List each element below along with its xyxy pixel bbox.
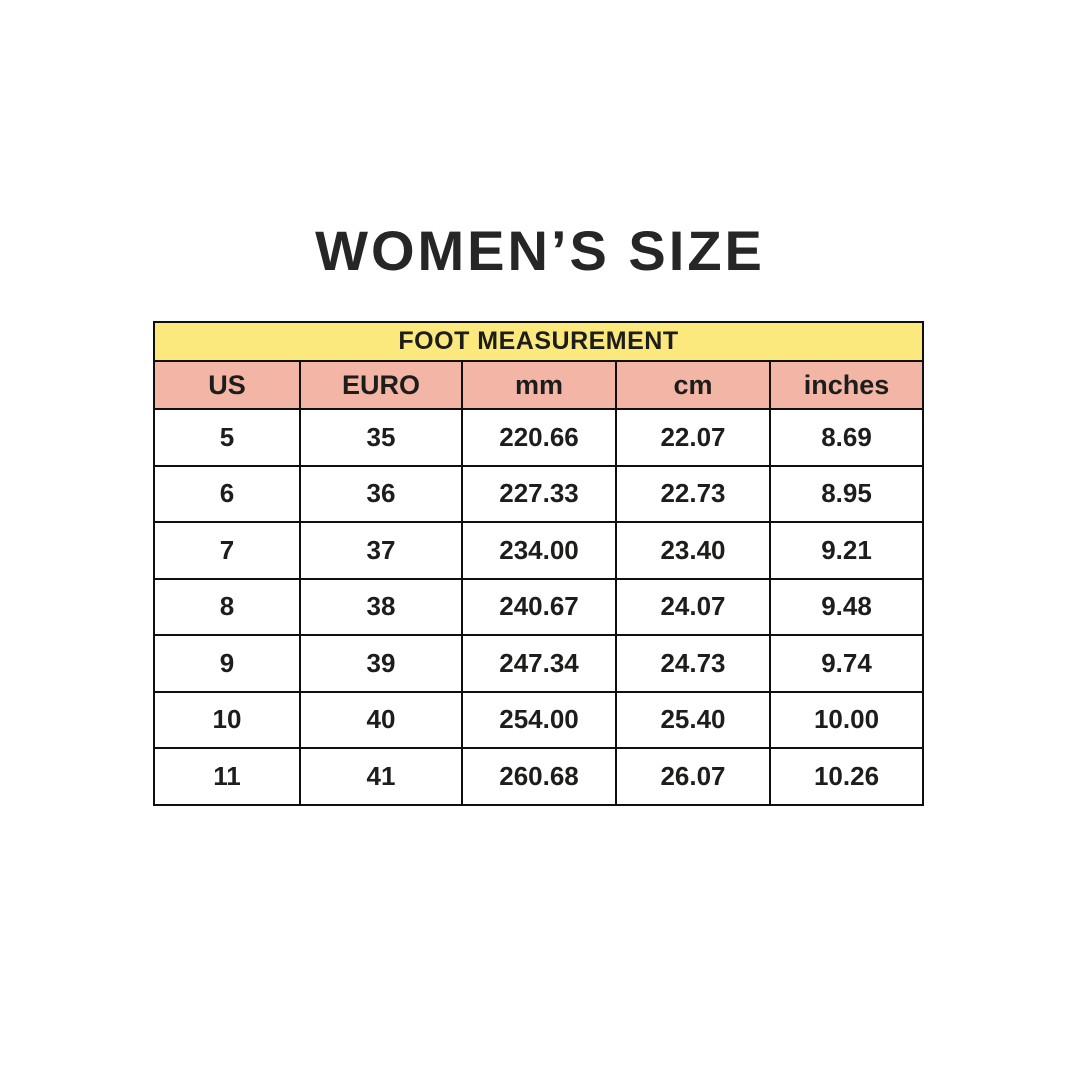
cell-mm: 234.00 (461, 521, 617, 580)
table-banner-row: FOOT MEASUREMENT (152, 321, 925, 362)
cell-us: 9 (153, 634, 301, 693)
page-title: WOMEN’S SIZE (315, 219, 765, 282)
column-header-mm: mm (461, 360, 617, 410)
cell-euro: 39 (299, 634, 463, 693)
cell-cm: 26.07 (615, 747, 771, 806)
cell-mm: 260.68 (461, 747, 617, 806)
cell-inches: 9.74 (768, 634, 925, 693)
cell-us: 11 (153, 747, 301, 806)
cell-cm: 23.40 (615, 521, 771, 580)
cell-cm: 22.73 (615, 464, 771, 523)
cell-cm: 24.73 (615, 634, 771, 693)
cell-us: 5 (153, 408, 301, 467)
table-row: 11 41 260.68 26.07 10.26 (153, 747, 925, 806)
cell-inches: 10.00 (768, 690, 925, 749)
table-row: 8 38 240.67 24.07 9.48 (153, 577, 925, 636)
table-row: 6 36 227.33 22.73 8.95 (153, 464, 925, 523)
cell-euro: 35 (299, 408, 463, 467)
cell-us: 10 (153, 690, 301, 749)
cell-mm: 220.66 (461, 408, 617, 467)
cell-mm: 240.67 (461, 577, 617, 636)
cell-cm: 24.07 (615, 577, 771, 636)
table-banner: FOOT MEASUREMENT (152, 321, 925, 362)
cell-cm: 22.07 (615, 408, 771, 467)
cell-euro: 40 (299, 690, 463, 749)
cell-us: 8 (153, 577, 301, 636)
cell-inches: 9.48 (768, 577, 925, 636)
column-header-us: US (153, 360, 301, 410)
cell-mm: 254.00 (461, 690, 617, 749)
column-header-inches: inches (768, 360, 925, 410)
cell-us: 7 (153, 521, 301, 580)
foot-measurement-table: FOOT MEASUREMENT US EURO mm cm inches 5 … (152, 321, 925, 806)
cell-mm: 227.33 (461, 464, 617, 523)
cell-mm: 247.34 (461, 634, 617, 693)
table-row: 9 39 247.34 24.73 9.74 (153, 634, 925, 693)
cell-euro: 41 (299, 747, 463, 806)
table-row: 5 35 220.66 22.07 8.69 (153, 408, 925, 467)
cell-euro: 36 (299, 464, 463, 523)
table-row: 7 37 234.00 23.40 9.21 (153, 521, 925, 580)
cell-inches: 8.69 (768, 408, 925, 467)
cell-cm: 25.40 (615, 690, 771, 749)
cell-inches: 8.95 (768, 464, 925, 523)
table-header-row: US EURO mm cm inches (153, 360, 925, 410)
cell-euro: 38 (299, 577, 463, 636)
column-header-cm: cm (615, 360, 771, 410)
cell-euro: 37 (299, 521, 463, 580)
column-header-euro: EURO (299, 360, 463, 410)
cell-us: 6 (153, 464, 301, 523)
cell-inches: 10.26 (768, 747, 925, 806)
cell-inches: 9.21 (768, 521, 925, 580)
table-row: 10 40 254.00 25.40 10.00 (153, 690, 925, 749)
